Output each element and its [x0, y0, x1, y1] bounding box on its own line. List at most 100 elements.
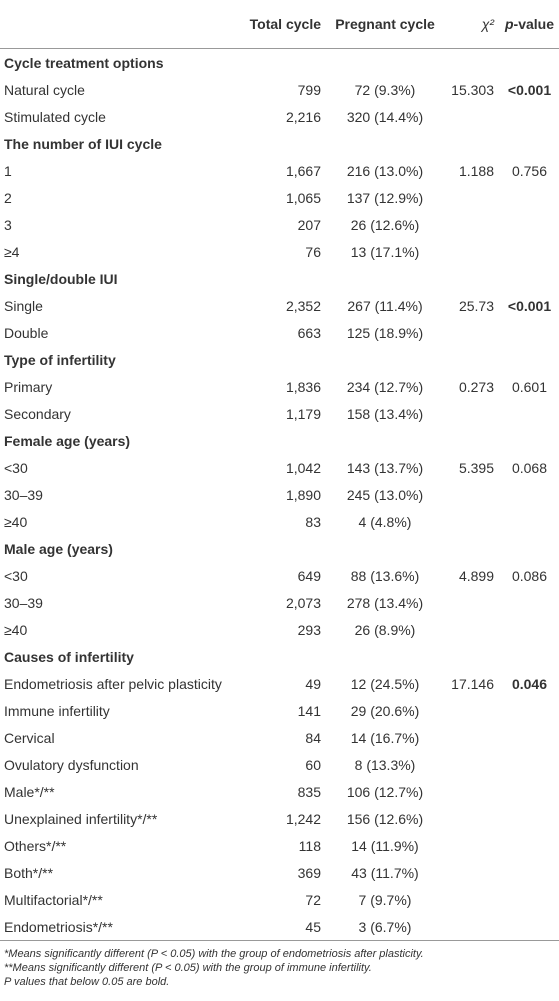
chi-square: [445, 238, 500, 265]
row-label: Unexplained infertility*/**: [4, 810, 158, 827]
p-value: <0.001: [507, 297, 552, 314]
p-value: [500, 400, 559, 427]
chi-square: [445, 400, 500, 427]
data-table: Total cycle Pregnant cycle χ² p-value Cy…: [0, 0, 559, 941]
chi-square: [445, 508, 500, 535]
pregnant-cycle: 43 (11.7%): [351, 864, 419, 881]
chi-square: [445, 832, 500, 859]
chi-square: [445, 913, 500, 941]
data-row: ≥4 76 13 (17.1%): [0, 238, 559, 265]
total-cycle: 45: [245, 913, 325, 941]
data-row: 30–39 2,073 278 (13.4%): [0, 589, 559, 616]
row-label: Immune infertility: [4, 702, 110, 719]
section-title: Single/double IUI: [4, 270, 118, 287]
chi-square: 1.188: [458, 162, 494, 179]
total-cycle: 799: [297, 81, 321, 98]
header-cell: χ²: [445, 0, 500, 49]
chi-square: [445, 184, 500, 211]
total-cycle: 60: [305, 756, 321, 773]
p-value: 0.756: [511, 162, 548, 179]
chi-square: [445, 724, 500, 751]
total-cycle: 1,242: [285, 810, 321, 827]
total-cycle: 2,216: [285, 108, 321, 125]
chi-square: [445, 697, 500, 724]
section-row: Cycle treatment options: [0, 49, 559, 77]
p-value: 0.046: [511, 675, 548, 692]
data-row: <30 649 88 (13.6%) 4.899 0.086: [0, 562, 559, 589]
chi-square: 5.395: [458, 459, 494, 476]
row-label: 3: [4, 216, 12, 233]
p-value: [500, 616, 559, 643]
pregnant-cycle: 14 (16.7%): [350, 729, 420, 746]
pregnant-cycle: 3 (6.7%): [325, 913, 445, 941]
pregnant-cycle: 267 (11.4%): [347, 297, 423, 314]
pregnant-cycle: 8 (13.3%): [354, 756, 416, 773]
p-value: [500, 103, 559, 130]
p-value: [500, 778, 559, 805]
row-label: <30: [4, 567, 28, 584]
pregnant-cycle: 320 (14.4%): [346, 108, 424, 125]
footnotes: *Means significantly different (P < 0.05…: [0, 941, 559, 989]
p-value: [500, 319, 559, 346]
data-row: 3 207 26 (12.6%): [0, 211, 559, 238]
section-row: Single/double IUI: [0, 265, 559, 292]
header-text: p-value: [504, 16, 555, 32]
data-row: Double 663 125 (18.9%): [0, 319, 559, 346]
data-row: Primary 1,836 234 (12.7%) 0.273 0.601: [0, 373, 559, 400]
p-value: 0.068: [511, 459, 548, 476]
pregnant-cycle: 106 (12.7%): [346, 783, 424, 800]
row-label: Both*/**: [4, 864, 54, 881]
pregnant-cycle: 245 (13.0%): [346, 486, 424, 503]
p-value: [500, 913, 559, 941]
total-cycle: 84: [305, 729, 321, 746]
chi-square: [445, 589, 500, 616]
header-cell: [0, 0, 245, 49]
pregnant-cycle: 156 (12.6%): [346, 810, 424, 827]
total-cycle: 76: [305, 243, 321, 260]
p-value: [500, 832, 559, 859]
p-value: [500, 589, 559, 616]
pregnant-cycle: 278 (13.4%): [346, 594, 424, 611]
row-label: 30–39: [4, 594, 43, 611]
pregnant-cycle: 72 (9.3%): [354, 81, 416, 98]
total-cycle: 649: [297, 567, 321, 584]
data-row: 30–39 1,890 245 (13.0%): [0, 481, 559, 508]
section-title: Male age (years): [4, 540, 113, 557]
table-body: Cycle treatment options Natural cycle 799 7…: [0, 49, 559, 941]
row-label: Double: [4, 324, 49, 341]
data-row: Male*/** 835 106 (12.7%): [0, 778, 559, 805]
p-value: [500, 859, 559, 886]
p-value: [500, 211, 559, 238]
data-row: <30 1,042 143 (13.7%) 5.395 0.068: [0, 454, 559, 481]
data-row: Endometriosis*/** 45 3 (6.7%): [0, 913, 559, 941]
pregnant-cycle: 26 (12.6%): [350, 216, 420, 233]
section-row: Male age (years): [0, 535, 559, 562]
total-cycle: 1,042: [285, 459, 321, 476]
footnote: **Means significantly different (P < 0.0…: [4, 962, 372, 974]
pregnant-cycle: 12 (24.5%): [350, 675, 420, 692]
total-cycle: 2,073: [285, 594, 321, 611]
data-row: ≥40 293 26 (8.9%): [0, 616, 559, 643]
total-cycle: 1,065: [285, 189, 321, 206]
row-label: Secondary: [4, 405, 71, 422]
chi-square: [445, 211, 500, 238]
total-cycle: 663: [297, 324, 321, 341]
section-row: Female age (years): [0, 427, 559, 454]
chi-square: 4.899: [458, 567, 494, 584]
section-title: The number of IUI cycle: [4, 135, 162, 152]
row-label: Cervical: [4, 729, 55, 746]
total-cycle: 49: [305, 675, 321, 692]
pregnant-cycle: 158 (13.4%): [346, 405, 424, 422]
pregnant-cycle: 14 (11.9%): [351, 837, 419, 854]
pregnant-cycle: 29 (20.6%): [350, 702, 420, 719]
p-value: [500, 508, 559, 535]
row-label: <30: [4, 459, 28, 476]
total-cycle: 83: [305, 513, 321, 530]
data-row: Secondary 1,179 158 (13.4%): [0, 400, 559, 427]
total-cycle: 118: [298, 837, 321, 854]
p-value: [500, 724, 559, 751]
data-row: Multifactorial*/** 72 7 (9.7%): [0, 886, 559, 913]
chi-square: [445, 481, 500, 508]
row-label: Male*/**: [4, 783, 55, 800]
